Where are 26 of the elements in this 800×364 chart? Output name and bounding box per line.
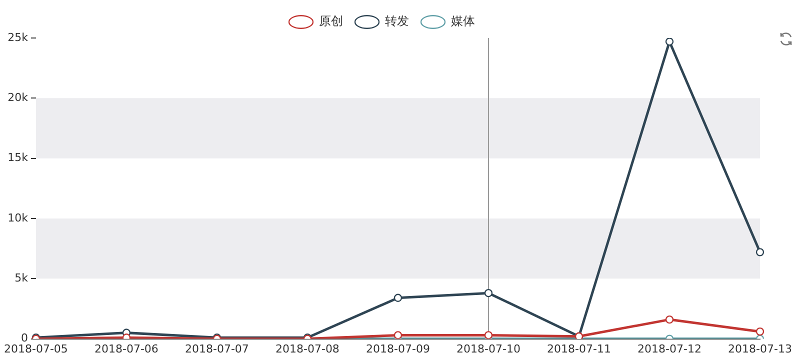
- point: [394, 294, 402, 302]
- x-tick-label: 2018-07-10: [456, 342, 520, 356]
- x-tick-label: 2018-07-13: [728, 342, 792, 356]
- legend-label: 媒体: [451, 14, 475, 28]
- y-tick-label: 20k: [8, 91, 29, 104]
- legend-label: 转发: [385, 14, 409, 28]
- x-tick-label: 2018-07-09: [366, 342, 430, 356]
- point: [484, 288, 493, 298]
- point: [756, 327, 764, 336]
- y-tick-label: 15k: [8, 151, 29, 164]
- x-tick-label: 2018-07-05: [4, 342, 68, 356]
- point: [665, 38, 674, 46]
- point: [756, 248, 764, 256]
- y-tick-label: 0: [20, 332, 28, 345]
- point: [665, 315, 674, 324]
- y-tick-label: 25k: [8, 30, 29, 44]
- y-tick-label: 10k: [8, 211, 29, 224]
- x-tick-label: 2018-07-07: [185, 342, 249, 356]
- x-tick-label: 2018-07-06: [94, 342, 158, 356]
- legend-label: 原创: [319, 14, 343, 28]
- point: [484, 331, 493, 339]
- point: [394, 331, 402, 339]
- x-tick-label: 2018-07-12: [638, 342, 702, 356]
- x-tick-label: 2018-07-11: [547, 342, 611, 356]
- x-tick-label: 2018-07-08: [276, 342, 340, 356]
- y-tick-label: 5k: [14, 272, 29, 284]
